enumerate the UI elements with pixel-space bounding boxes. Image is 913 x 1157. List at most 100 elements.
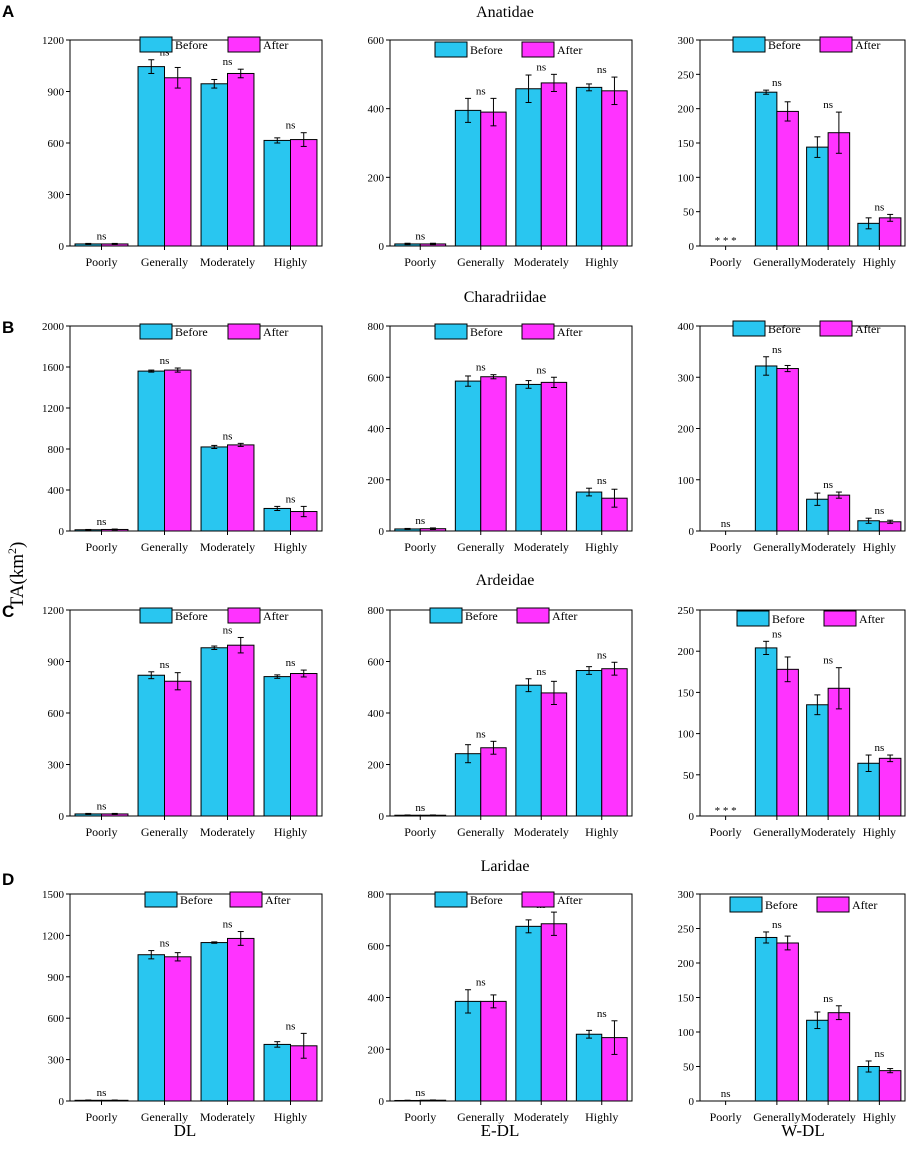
column-label-w-dl: W-DL [781, 1121, 824, 1140]
legend-swatch-before [434, 41, 468, 58]
x-tick-label: Generally [141, 255, 188, 269]
y-tick-label: 150 [678, 138, 695, 150]
y-tick-label: 250 [678, 69, 695, 81]
legend-label-before: Before [470, 893, 503, 907]
plot-frame [699, 39, 906, 247]
bar-before [200, 446, 228, 532]
significance-label: ns [223, 919, 233, 931]
x-tick-label: Generally [753, 540, 800, 554]
bar-after [776, 668, 799, 817]
bar-before [137, 674, 165, 817]
row-title-charadriidae: Charadriidae [464, 289, 547, 306]
y-tick-label: 0 [379, 526, 385, 538]
legend-label-before: Before [180, 893, 213, 907]
legend-label-before: Before [765, 898, 798, 912]
bar-after [776, 368, 799, 532]
x-tick-label: Poorly [710, 1110, 742, 1124]
column-label-e-dl: E-DL [481, 1121, 520, 1140]
panel-letter-c: C [2, 602, 14, 621]
bar-after [164, 369, 192, 532]
bar-before [575, 670, 603, 817]
y-tick-label: 300 [48, 760, 65, 772]
legend-label-before: Before [768, 38, 801, 52]
y-tick-label: 250 [678, 605, 695, 617]
bar-after [540, 692, 568, 817]
bar-before [575, 1033, 603, 1102]
column-label-dl: DL [174, 1121, 197, 1140]
legend-swatch-before [729, 896, 763, 913]
panel-1-1: 0 200 400 600 800 Poorly ns Generally ns Moderate… [368, 321, 633, 554]
significance-label: ns [874, 742, 884, 754]
bar-after [164, 956, 192, 1102]
x-tick-label: Poorly [404, 540, 436, 554]
significance-label: ns [415, 802, 425, 814]
y-tick-label: 600 [48, 138, 65, 150]
significance-label: ns [476, 977, 486, 989]
x-tick-label: Highly [863, 825, 896, 839]
y-tick-label: 0 [689, 241, 695, 253]
legend: Before After [139, 607, 288, 624]
x-tick-label: Highly [274, 1110, 307, 1124]
y-tick-label: 900 [48, 657, 65, 669]
y-tick-label: 1200 [42, 35, 65, 47]
x-tick-label: Generally [457, 825, 504, 839]
y-tick-label: 400 [678, 321, 695, 333]
y-tick-label: 300 [48, 190, 65, 202]
bar-after [290, 1045, 318, 1102]
y-tick-label: 150 [678, 993, 695, 1005]
bar-after [878, 1070, 902, 1102]
bar-after [480, 111, 507, 247]
legend-swatch-before [139, 323, 173, 340]
bar-before [754, 365, 778, 532]
legend-label-after: After [852, 898, 877, 912]
legend-swatch-before [139, 36, 173, 53]
panel-1-0: 0 400 800 1200 1600 2000 Poorly ns Generally ns Mo… [42, 321, 323, 554]
bar-after [776, 110, 799, 247]
legend-swatch-after [227, 607, 261, 624]
significance-label: ns [597, 475, 607, 487]
legend-swatch-after [521, 41, 555, 58]
y-tick-label: 600 [368, 657, 385, 669]
significance-label: ns [536, 666, 546, 678]
y-tick-label: 600 [368, 941, 385, 953]
significance-label: * * * [715, 805, 737, 817]
significance-label: ns [97, 1087, 107, 1099]
significance-label: ns [415, 1087, 425, 1099]
bar-after [776, 942, 799, 1102]
panel-letter-b: B [2, 318, 14, 337]
y-tick-label: 300 [678, 35, 695, 47]
legend-swatch-after [521, 891, 555, 908]
legend-swatch-before [732, 320, 766, 337]
significance-label: ns [160, 47, 170, 59]
bar-after [227, 444, 255, 532]
significance-label: ns [223, 430, 233, 442]
y-tick-label: 600 [48, 708, 65, 720]
x-tick-label: Moderately [200, 825, 255, 839]
bar-before [200, 942, 228, 1102]
bar-after [480, 376, 507, 532]
bar-before [263, 507, 292, 532]
x-tick-label: Moderately [200, 1110, 255, 1124]
legend: Before After [732, 36, 880, 53]
plot-frame [69, 325, 323, 532]
significance-label: ns [415, 230, 425, 242]
significance-label: ns [823, 99, 833, 111]
legend-label-after: After [263, 325, 288, 339]
significance-label: * * * [715, 235, 737, 247]
x-tick-label: Highly [863, 540, 896, 554]
legend: Before After [434, 323, 582, 340]
significance-label: ns [772, 77, 782, 89]
panel-0-2: 0 50 100 150 200 250 300 Poorly * * * Generally ns… [678, 35, 906, 269]
y-tick-label: 800 [48, 444, 65, 456]
row-title-laridae: Laridae [481, 858, 530, 875]
significance-label: ns [721, 518, 731, 530]
legend-swatch-after [823, 610, 857, 627]
y-tick-label: 100 [678, 475, 695, 487]
legend-label-after: After [263, 38, 288, 52]
y-tick-label: 400 [48, 485, 65, 497]
x-tick-label: Highly [274, 825, 307, 839]
panel-2-2: 0 50 100 150 200 250 Poorly * * * Generally ns Mod… [678, 605, 906, 839]
y-tick-label: 800 [368, 321, 385, 333]
bar-after [164, 680, 192, 817]
significance-label: ns [476, 362, 486, 374]
